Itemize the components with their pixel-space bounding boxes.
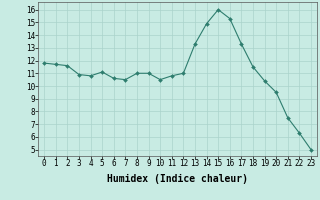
X-axis label: Humidex (Indice chaleur): Humidex (Indice chaleur) — [107, 174, 248, 184]
